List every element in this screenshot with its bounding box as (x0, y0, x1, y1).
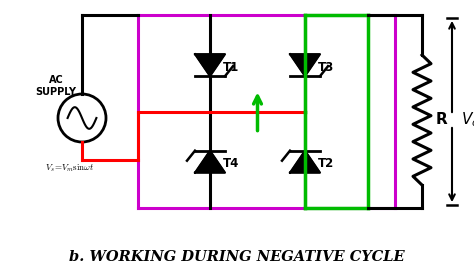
Text: $V_o$: $V_o$ (461, 111, 474, 129)
Text: b. WORKING DURING NEGATIVE CYCLE: b. WORKING DURING NEGATIVE CYCLE (69, 250, 405, 264)
Text: T4: T4 (223, 157, 239, 170)
Polygon shape (290, 151, 320, 173)
Text: AC
SUPPLY: AC SUPPLY (36, 75, 76, 97)
Text: $V_s\!=\!V_m\mathrm{sin}\omega t$: $V_s\!=\!V_m\mathrm{sin}\omega t$ (46, 162, 95, 174)
Text: T2: T2 (318, 157, 334, 170)
Polygon shape (195, 54, 225, 76)
Text: R: R (436, 112, 448, 127)
Text: T1: T1 (223, 61, 239, 74)
Text: T3: T3 (318, 61, 334, 74)
Polygon shape (290, 54, 320, 76)
Polygon shape (195, 151, 225, 173)
